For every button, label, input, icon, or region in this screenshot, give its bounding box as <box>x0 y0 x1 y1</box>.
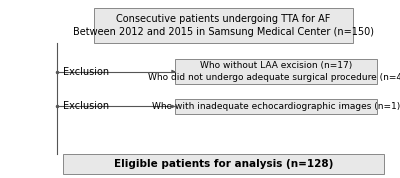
Text: Who with inadequate echocardiographic images (n=1): Who with inadequate echocardiographic im… <box>152 102 400 111</box>
Text: Eligible patients for analysis (n=128): Eligible patients for analysis (n=128) <box>114 159 333 169</box>
Text: Who without LAA excision (n=17)
Who did not undergo adequate surgical procedure : Who without LAA excision (n=17) Who did … <box>148 61 400 82</box>
FancyBboxPatch shape <box>63 154 384 174</box>
FancyBboxPatch shape <box>94 8 353 43</box>
Text: Consecutive patients undergoing TTA for AF
Between 2012 and 2015 in Samsung Medi: Consecutive patients undergoing TTA for … <box>73 14 374 37</box>
FancyBboxPatch shape <box>176 59 377 84</box>
FancyBboxPatch shape <box>176 99 377 114</box>
Text: Exclusion: Exclusion <box>63 67 109 77</box>
Text: Exclusion: Exclusion <box>63 101 109 111</box>
